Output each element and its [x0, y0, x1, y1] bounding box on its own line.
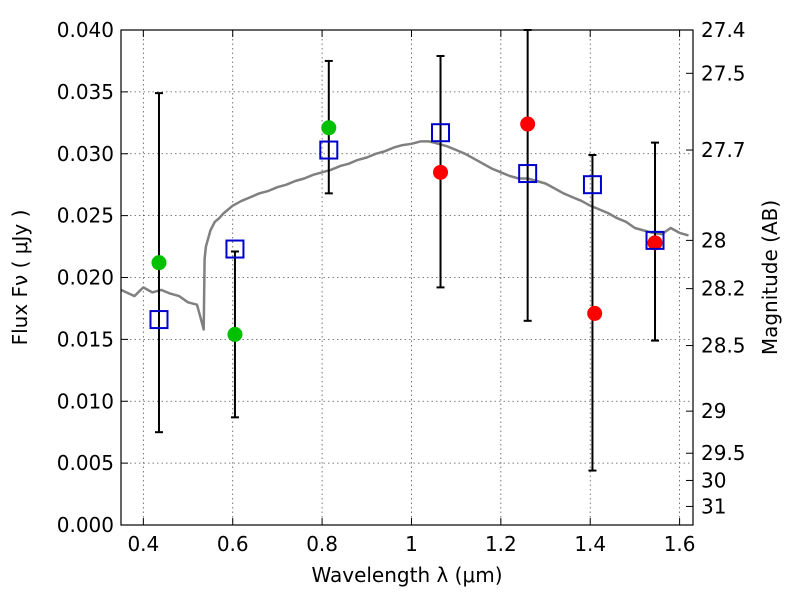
y-tick-label: 0.035	[57, 80, 114, 104]
right-tick-label: 27.5	[701, 61, 746, 85]
spectrum-line	[121, 140, 689, 331]
model-flux-square	[149, 310, 169, 330]
y-tick-label: 0.005	[57, 451, 114, 475]
y-tick-label: 0.000	[57, 513, 114, 537]
flux-point	[587, 305, 603, 321]
x-tick-label: 0.6	[217, 532, 249, 556]
model-flux-square	[225, 239, 245, 259]
right-tick-label: 30	[701, 468, 726, 492]
y-tick-label: 0.020	[57, 266, 114, 290]
right-tick-label: 31	[701, 494, 726, 518]
y-tick-label: 0.030	[57, 142, 114, 166]
axis-ticks: 0.4 0.6 0.8 1 1.2 1.4 1.6 0.000 0.005 0.010 0.015 0…	[57, 18, 746, 556]
right-tick-label: 28.2	[701, 277, 746, 301]
x-tick-label: 0.4	[127, 532, 159, 556]
right-tick-label: 27.4	[701, 18, 746, 42]
right-tick-label: 28.5	[701, 334, 746, 358]
flux-point	[433, 164, 449, 180]
model-flux-square	[645, 230, 665, 250]
flux-point	[151, 255, 167, 271]
right-tick-label: 29	[701, 399, 726, 423]
model-flux-square	[518, 164, 538, 184]
flux-point	[520, 116, 536, 132]
right-tick-label: 27.7	[701, 138, 746, 162]
y-tick-label: 0.010	[57, 389, 114, 413]
model-flux-square	[582, 175, 602, 195]
grid	[121, 30, 693, 525]
x-axis-label: Wavelength λ (μm)	[311, 563, 502, 587]
x-tick-label: 1.6	[664, 532, 696, 556]
model-flux-square	[319, 140, 339, 160]
y-axis-label: Flux Fν ( μJy )	[8, 210, 32, 346]
data-markers	[149, 116, 665, 342]
right-axis-label: Magnitude (AB)	[758, 200, 782, 355]
x-tick-label: 0.8	[306, 532, 338, 556]
y-tick-label: 0.015	[57, 327, 114, 351]
right-tick-label: 29.5	[701, 441, 746, 465]
x-tick-label: 1.4	[574, 532, 606, 556]
flux-point	[647, 235, 663, 251]
model-spectrum	[121, 140, 689, 331]
right-tick-label: 28	[701, 228, 726, 252]
x-tick-label: 1	[405, 532, 418, 556]
y-tick-label: 0.040	[57, 18, 114, 42]
x-tick-label: 1.2	[485, 532, 517, 556]
flux-point	[227, 326, 243, 342]
model-flux-square	[431, 123, 451, 143]
error-bars	[154, 29, 660, 472]
flux-point	[321, 120, 337, 136]
y-tick-label: 0.025	[57, 204, 114, 228]
